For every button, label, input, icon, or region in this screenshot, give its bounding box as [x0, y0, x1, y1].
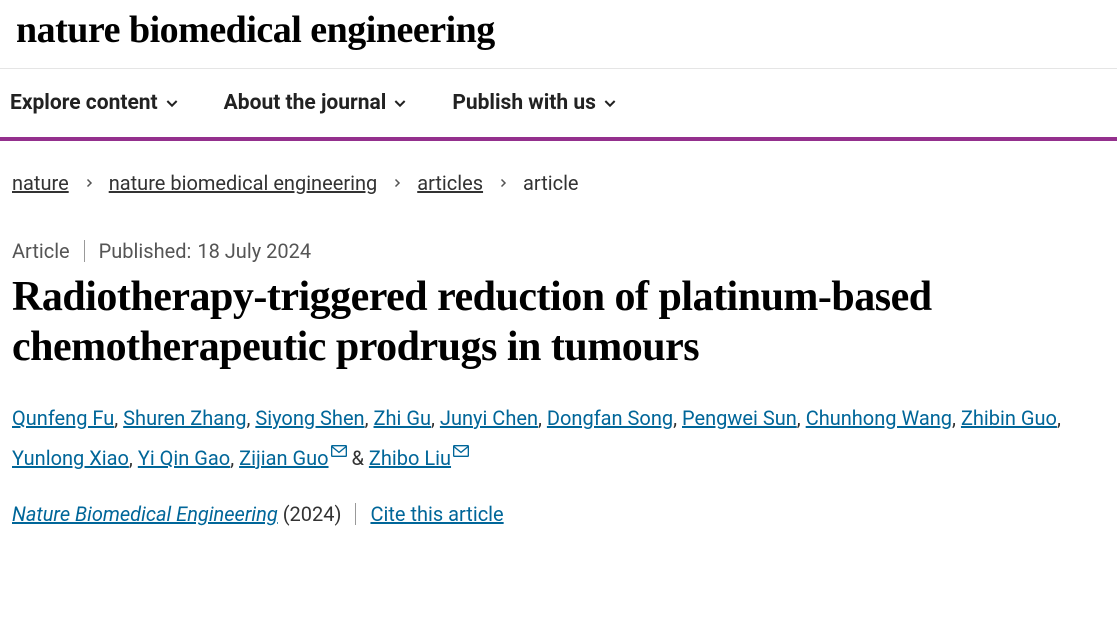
nav-about-journal[interactable]: About the journal	[224, 91, 409, 115]
breadcrumb-section[interactable]: articles	[417, 171, 483, 195]
nav-label: Explore content	[10, 91, 158, 115]
nav-publish-with-us[interactable]: Publish with us	[452, 91, 618, 115]
journal-logo[interactable]: nature biomedical engineering	[16, 8, 1101, 52]
mail-icon	[453, 445, 469, 457]
author-link[interactable]: Shuren Zhang	[123, 406, 246, 430]
chevron-down-icon	[392, 95, 408, 111]
article-type: Article	[12, 239, 70, 263]
separator	[84, 240, 85, 262]
citation-year: (2024)	[283, 502, 342, 526]
author-link[interactable]: Pengwei Sun	[682, 406, 797, 430]
author-link[interactable]: Chunhong Wang	[806, 406, 952, 430]
breadcrumb-root[interactable]: nature	[12, 171, 69, 195]
breadcrumb-leaf: article	[523, 171, 579, 195]
breadcrumb: nature nature biomedical engineering art…	[0, 141, 1117, 205]
header: nature biomedical engineering	[0, 0, 1117, 68]
nav-explore-content[interactable]: Explore content	[10, 91, 180, 115]
chevron-right-icon	[83, 177, 95, 189]
published-date: 18 July 2024	[197, 239, 311, 263]
journal-reference-link[interactable]: Nature Biomedical Engineering	[12, 502, 278, 526]
authors-list: Qunfeng Fu, Shuren Zhang, Siyong Shen, Z…	[0, 382, 1117, 478]
author-link[interactable]: Qunfeng Fu	[12, 406, 114, 430]
article-title: Radiotherapy-triggered reduction of plat…	[0, 267, 1117, 382]
chevron-right-icon	[497, 177, 509, 189]
author-link[interactable]: Siyong Shen	[255, 406, 364, 430]
breadcrumb-journal[interactable]: nature biomedical engineering	[109, 171, 378, 195]
chevron-down-icon	[164, 95, 180, 111]
author-link[interactable]: Dongfan Song	[547, 406, 673, 430]
article-meta: Article Published: 18 July 2024	[0, 205, 1117, 267]
author-link[interactable]: Zijian Guo	[239, 446, 328, 470]
separator	[355, 503, 356, 525]
author-link[interactable]: Zhibin Guo	[961, 406, 1057, 430]
citation-row: Nature Biomedical Engineering (2024) Cit…	[0, 478, 1117, 538]
author-link[interactable]: Junyi Chen	[440, 406, 538, 430]
author-link[interactable]: Zhi Gu	[374, 406, 431, 430]
chevron-right-icon	[391, 177, 403, 189]
main-nav: Explore content About the journal Publis…	[0, 69, 1117, 137]
cite-article-link[interactable]: Cite this article	[370, 502, 503, 526]
author-link[interactable]: Yunlong Xiao	[12, 446, 129, 470]
nav-label: Publish with us	[452, 91, 596, 115]
author-link[interactable]: Zhibo Liu	[369, 446, 451, 470]
author-link[interactable]: Yi Qin Gao	[138, 446, 230, 470]
published-label: Published:	[99, 239, 192, 263]
mail-icon	[331, 445, 347, 457]
chevron-down-icon	[602, 95, 618, 111]
nav-label: About the journal	[224, 91, 387, 115]
